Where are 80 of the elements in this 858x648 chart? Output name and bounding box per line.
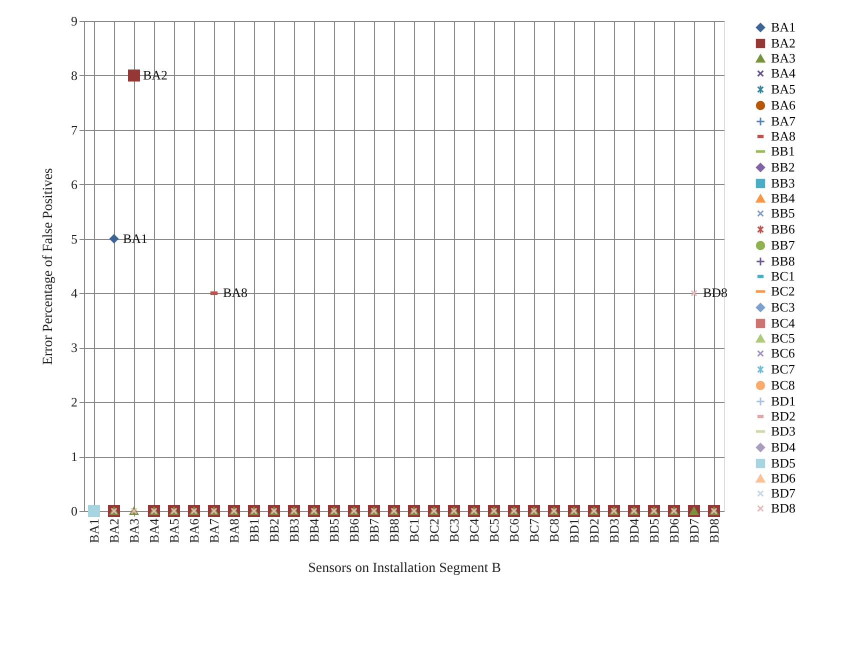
legend-label: BD4 <box>771 440 796 454</box>
legend-label: BA1 <box>771 20 796 34</box>
legend-label: BB5 <box>771 206 795 220</box>
y-tick-label: 1 <box>71 449 78 464</box>
x-tick-label: BC4 <box>466 518 482 542</box>
x-tick-label: BB3 <box>286 518 302 542</box>
x-tick-label: BA4 <box>146 518 162 544</box>
x-tick-label: BC5 <box>486 518 502 542</box>
legend-label: BD1 <box>771 394 796 408</box>
annotation: BA1 <box>123 230 148 246</box>
x-tick-label: BC7 <box>526 518 542 542</box>
x-tick-label: BD6 <box>666 518 682 544</box>
legend-label: BC3 <box>771 300 795 314</box>
y-tick-label: 3 <box>71 340 78 356</box>
y-tick-label: 4 <box>71 286 78 301</box>
x-tick-label: BA7 <box>206 518 222 544</box>
x-tick-label: BA3 <box>126 518 142 544</box>
x-tick-label: BB5 <box>326 518 342 542</box>
legend-label: BB4 <box>771 190 796 206</box>
y-tick-label: 5 <box>71 231 78 246</box>
x-tick-label: BD5 <box>646 518 662 544</box>
y-tick-label: 9 <box>71 14 78 28</box>
y-tick-label: 0 <box>71 504 78 518</box>
legend-label: BC1 <box>771 268 795 284</box>
x-tick-label: BB7 <box>366 518 382 542</box>
legend-label: BD2 <box>771 408 796 424</box>
x-tick-label: BC3 <box>446 518 462 542</box>
x-tick-label: BA2 <box>106 518 122 544</box>
x-tick-label: BC2 <box>426 518 442 542</box>
y-axis-title: Error Percentage of False Positives <box>41 168 56 365</box>
y-tick-label: 8 <box>71 68 78 83</box>
legend-label: BB1 <box>771 144 795 158</box>
x-tick-label: BA5 <box>166 518 182 544</box>
legend-label: BA5 <box>771 82 796 96</box>
x-tick-label: BD3 <box>606 518 622 544</box>
annotation: BD8 <box>703 285 728 300</box>
legend-label: BA6 <box>771 98 796 112</box>
legend-label: BC7 <box>771 362 796 376</box>
y-tick-label: 6 <box>71 176 78 192</box>
x-tick-label: BD8 <box>706 518 722 544</box>
legend-label: BC5 <box>771 330 795 346</box>
legend-label: BD3 <box>771 424 796 438</box>
x-tick-label: BA6 <box>186 518 202 544</box>
y-tick-label: 7 <box>71 122 78 138</box>
x-axis-title: Sensors on Installation Segment B <box>308 561 501 576</box>
annotation: BA8 <box>223 285 248 300</box>
legend-label: BD6 <box>771 470 796 486</box>
x-tick-label: BD2 <box>586 518 602 544</box>
legend-label: BD5 <box>771 456 796 470</box>
x-tick-label: BC8 <box>546 518 562 542</box>
x-tick-label: BD1 <box>566 518 582 544</box>
legend-label: BB2 <box>771 160 795 174</box>
legend-label: BB8 <box>771 254 795 268</box>
x-tick-label: BB8 <box>386 518 402 542</box>
x-tick-label: BA1 <box>86 518 102 544</box>
legend-label: BD7 <box>771 486 796 500</box>
legend-label: BB3 <box>771 176 795 190</box>
legend-label: BC2 <box>771 284 795 298</box>
legend-label: BA4 <box>771 66 796 80</box>
legend-label: BC6 <box>771 346 796 360</box>
y-tick-label: 2 <box>71 394 78 410</box>
x-tick-label: BB2 <box>266 518 282 542</box>
x-tick-label: BA8 <box>226 518 242 544</box>
legend-label: BA8 <box>771 128 796 144</box>
x-tick-label: BB1 <box>246 518 262 542</box>
legend-label: BA7 <box>771 114 796 128</box>
x-tick-label: BC1 <box>406 518 422 542</box>
annotation: BA2 <box>143 67 168 82</box>
legend-label: BB6 <box>771 222 796 236</box>
x-tick-label: BC6 <box>506 518 522 542</box>
legend-label: BD8 <box>771 500 796 516</box>
x-tick-label: BD7 <box>686 518 702 544</box>
legend-label: BC8 <box>771 378 795 392</box>
x-tick-label: BB4 <box>306 518 322 542</box>
legend-label: BC4 <box>771 316 796 330</box>
x-tick-label: BD4 <box>626 518 642 544</box>
x-tick-label: BB6 <box>346 518 362 542</box>
legend-label: BA2 <box>771 36 796 50</box>
legend-label: BB7 <box>771 238 796 252</box>
legend-label: BA3 <box>771 50 796 66</box>
